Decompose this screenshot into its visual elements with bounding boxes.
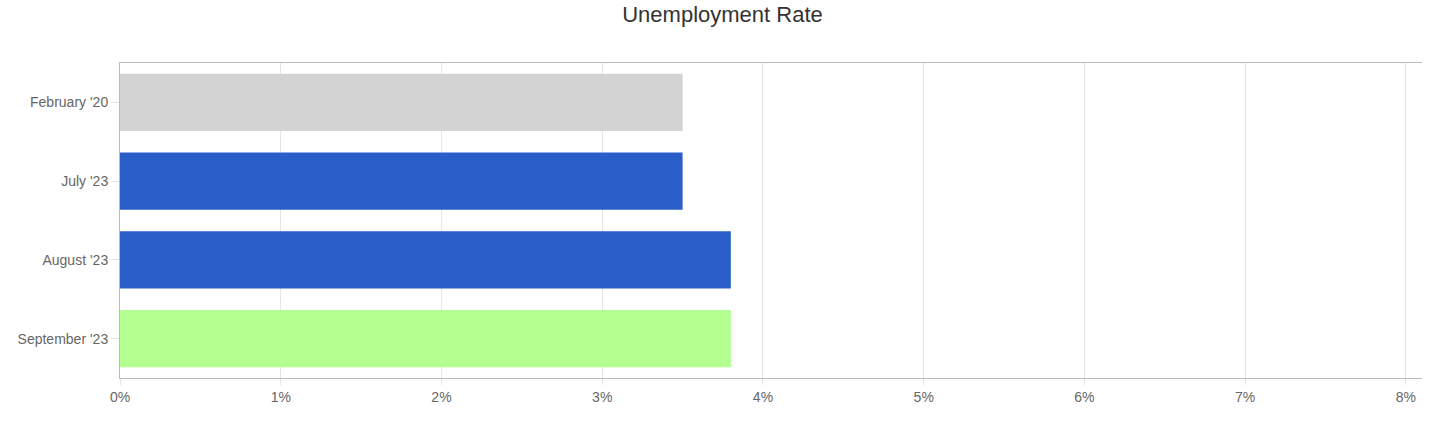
svg-text:Unemployment Rate: Unemployment Rate — [622, 2, 823, 27]
svg-text:July '23: July '23 — [61, 173, 108, 189]
svg-text:1%: 1% — [271, 389, 291, 405]
svg-text:3%: 3% — [592, 389, 612, 405]
svg-text:August '23: August '23 — [42, 252, 108, 268]
svg-text:2%: 2% — [431, 389, 451, 405]
svg-text:0%: 0% — [110, 389, 130, 405]
svg-text:September '23: September '23 — [18, 331, 109, 347]
svg-text:5%: 5% — [914, 389, 934, 405]
svg-text:8%: 8% — [1396, 389, 1416, 405]
svg-text:6%: 6% — [1074, 389, 1094, 405]
svg-text:4%: 4% — [753, 389, 773, 405]
svg-text:7%: 7% — [1235, 389, 1255, 405]
svg-text:February '20: February '20 — [30, 94, 108, 110]
